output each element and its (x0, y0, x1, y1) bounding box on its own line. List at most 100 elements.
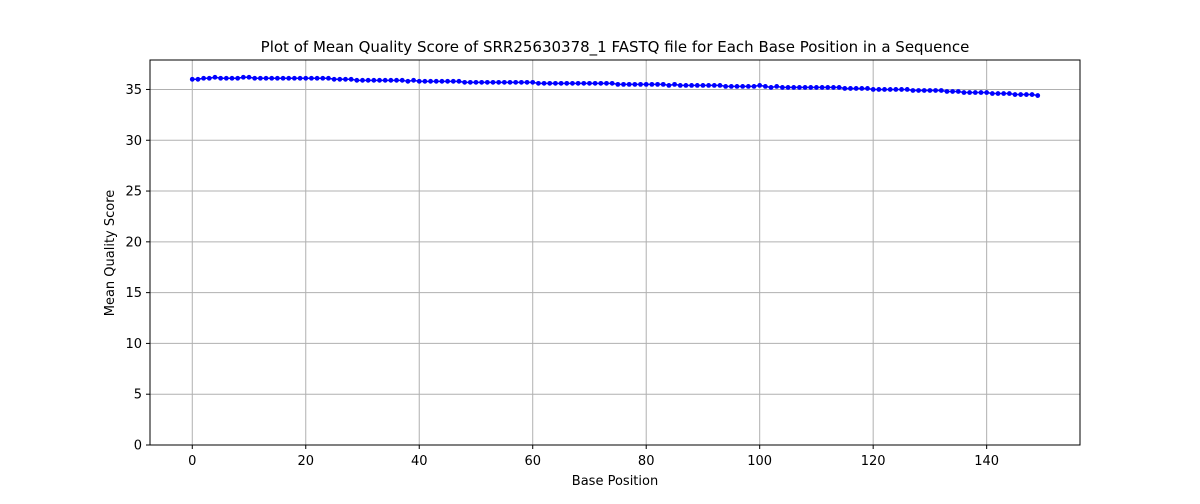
x-tick-label: 140 (974, 454, 999, 469)
data-point (212, 74, 218, 80)
data-point (513, 79, 519, 85)
data-point (762, 84, 768, 89)
data-point (797, 85, 802, 90)
data-point (944, 89, 950, 94)
y-axis-ticks: 0 5 10 15 20 25 30 35 (125, 83, 150, 454)
data-point (331, 76, 337, 82)
data-point (870, 87, 876, 92)
data-point (1029, 92, 1035, 97)
x-tick-label: 80 (638, 454, 655, 469)
data-point (496, 79, 502, 85)
data-point (745, 84, 751, 89)
plot-frame (149, 59, 1081, 446)
data-point (655, 81, 660, 87)
data-point (462, 79, 468, 85)
data-point (547, 80, 553, 86)
data-point (836, 85, 842, 90)
data-point (666, 83, 672, 88)
data-point (354, 77, 360, 83)
data-point (223, 75, 229, 81)
data-point (604, 80, 609, 86)
data-point (848, 86, 853, 91)
data-point (757, 83, 763, 88)
data-point (638, 81, 643, 87)
data-point (1006, 91, 1012, 96)
data-point (286, 75, 292, 81)
y-tick-label: 30 (125, 134, 142, 149)
y-tick-label: 20 (125, 235, 142, 250)
data-point (479, 79, 485, 85)
data-point (484, 79, 490, 85)
data-point (343, 76, 348, 82)
y-tick-label: 0 (134, 439, 142, 454)
data-point (518, 79, 524, 85)
data-point (541, 80, 547, 86)
data-point (314, 75, 320, 81)
data-point (218, 75, 224, 81)
data-point (371, 77, 377, 83)
data-point (831, 85, 836, 90)
data-point (927, 88, 933, 93)
data-point (626, 81, 632, 87)
data-point (933, 88, 938, 93)
data-point (394, 77, 399, 83)
data-point (320, 75, 326, 81)
data-point (1023, 92, 1029, 97)
data-point (570, 80, 575, 86)
data-point (235, 75, 241, 81)
data-point (536, 80, 541, 86)
data-point (507, 79, 513, 85)
data-point (728, 84, 734, 89)
data-point (326, 75, 331, 81)
data-point (887, 87, 893, 92)
data-point (802, 85, 808, 90)
data-point (842, 86, 848, 91)
x-tick-label: 120 (861, 454, 886, 469)
data-point (961, 90, 967, 95)
data-point (1035, 93, 1041, 98)
data-point (740, 84, 746, 89)
data-point (779, 85, 785, 90)
data-point (649, 81, 655, 87)
data-point (348, 76, 354, 82)
data-point (700, 83, 706, 88)
data-point (416, 78, 422, 84)
x-tick-label: 60 (524, 454, 541, 469)
data-point (989, 91, 995, 96)
data-point (201, 75, 207, 81)
data-point (808, 85, 814, 90)
data-point (382, 77, 388, 83)
data-point (274, 75, 280, 81)
data-point (615, 81, 621, 87)
x-tick-label: 40 (411, 454, 428, 469)
x-tick-label: 100 (747, 454, 772, 469)
data-series (189, 74, 1041, 98)
y-tick-label: 5 (134, 388, 142, 403)
data-point (660, 81, 666, 87)
data-point (592, 80, 598, 86)
data-point (269, 75, 275, 81)
data-point (473, 79, 479, 85)
x-axis-label: Base Position (572, 474, 658, 489)
data-point (1018, 92, 1024, 97)
data-point (711, 83, 717, 88)
data-point (921, 88, 927, 93)
data-point (978, 90, 984, 95)
data-point (955, 89, 961, 94)
data-point (365, 77, 371, 83)
data-point (706, 83, 712, 88)
x-axis-ticks: 0 20 40 60 80 100 120 140 (188, 445, 999, 469)
data-point (450, 78, 456, 84)
data-point (581, 80, 587, 86)
data-point (280, 75, 286, 81)
data-point (774, 84, 780, 89)
data-point (575, 80, 581, 86)
x-tick-label: 0 (188, 454, 196, 469)
data-point (530, 79, 536, 85)
data-point (984, 90, 990, 95)
data-point (791, 85, 797, 90)
data-point (882, 87, 887, 92)
data-point (995, 91, 1001, 96)
data-point (899, 87, 904, 92)
data-point (632, 81, 638, 87)
